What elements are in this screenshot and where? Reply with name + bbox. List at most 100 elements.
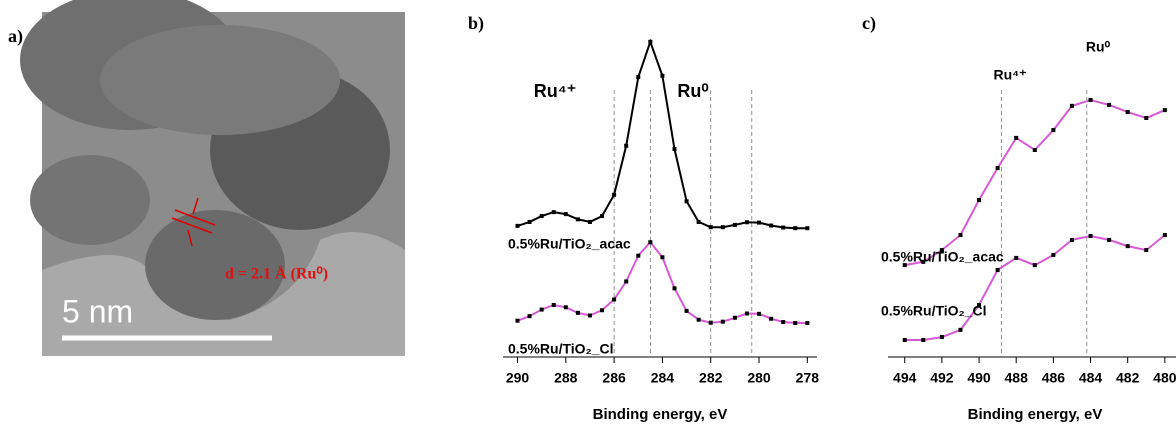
data-point xyxy=(793,226,798,231)
data-point xyxy=(672,286,677,291)
data-point xyxy=(977,303,982,308)
image-particle xyxy=(145,210,285,320)
scale-bar-label: 5 nm xyxy=(62,293,133,329)
data-point xyxy=(757,311,762,316)
series-label: 0.5%Ru/TiO₂_Cl xyxy=(508,341,614,357)
data-point xyxy=(939,248,944,253)
x-tick-label: 288 xyxy=(554,370,578,386)
x-tick-label: 490 xyxy=(967,370,991,386)
data-point xyxy=(1107,237,1112,242)
data-point xyxy=(1088,97,1093,102)
data-point xyxy=(781,320,786,325)
data-point xyxy=(587,313,592,318)
data-point xyxy=(902,337,907,342)
data-point xyxy=(648,240,653,245)
data-point xyxy=(515,223,520,228)
x-tick-label: 492 xyxy=(930,370,954,386)
x-tick-label: 284 xyxy=(651,370,675,386)
data-point xyxy=(1125,244,1130,249)
data-point xyxy=(958,233,963,238)
data-point xyxy=(612,192,617,197)
x-tick-label: 290 xyxy=(506,370,530,386)
spectrum-line xyxy=(517,240,808,324)
data-point xyxy=(624,279,629,284)
image-region xyxy=(100,25,340,135)
data-point xyxy=(1125,110,1130,115)
peak-annotation: Ru⁴⁺ xyxy=(534,81,576,101)
data-point xyxy=(720,225,725,230)
data-point xyxy=(539,307,544,312)
x-tick-label: 280 xyxy=(747,370,771,386)
x-tick-label: 486 xyxy=(1042,370,1066,386)
series-label: 0.5%Ru/TiO₂_acac xyxy=(881,249,1004,265)
lattice-arrow xyxy=(187,229,193,247)
data-point xyxy=(696,317,701,322)
data-point xyxy=(769,223,774,228)
data-point xyxy=(1162,108,1167,113)
data-point xyxy=(563,305,568,310)
data-point xyxy=(921,259,926,264)
x-tick-label: 482 xyxy=(1116,370,1140,386)
data-point xyxy=(805,320,810,325)
data-point xyxy=(902,263,907,268)
spectrum-line xyxy=(517,38,808,230)
data-point xyxy=(732,315,737,320)
data-point xyxy=(1051,128,1056,133)
data-point xyxy=(708,320,713,325)
data-point xyxy=(757,220,762,225)
data-point xyxy=(1088,234,1093,239)
data-point xyxy=(1014,255,1019,260)
data-point xyxy=(995,165,1000,170)
data-point xyxy=(575,310,580,315)
image-region xyxy=(30,155,150,245)
data-point xyxy=(1144,248,1149,253)
data-point xyxy=(1032,148,1037,153)
data-point xyxy=(769,316,774,321)
lattice-mark xyxy=(174,209,216,226)
data-point xyxy=(744,311,749,316)
data-point xyxy=(587,219,592,224)
data-point xyxy=(636,253,641,258)
data-point xyxy=(575,217,580,222)
data-point xyxy=(551,210,556,215)
data-point xyxy=(684,308,689,313)
x-tick-label: 488 xyxy=(1005,370,1029,386)
data-point xyxy=(527,314,532,319)
lattice-mark xyxy=(171,217,213,234)
data-point xyxy=(660,73,665,78)
data-point xyxy=(636,75,641,80)
data-point xyxy=(1162,233,1167,238)
x-axis-label: Binding energy, eV xyxy=(968,406,1103,423)
data-point xyxy=(551,303,556,308)
data-point xyxy=(793,320,798,325)
data-point xyxy=(921,337,926,342)
data-point xyxy=(527,219,532,224)
panel-label: c) xyxy=(862,13,876,34)
x-axis-label: Binding energy, eV xyxy=(593,406,728,423)
data-point xyxy=(612,297,617,302)
data-point xyxy=(624,143,629,148)
data-point xyxy=(939,335,944,340)
panel-label: a) xyxy=(8,26,23,47)
data-point xyxy=(660,255,665,260)
lattice-arrow xyxy=(192,197,199,215)
x-tick-label: 286 xyxy=(602,370,626,386)
data-point xyxy=(720,319,725,324)
data-point xyxy=(1069,237,1074,242)
x-tick-label: 282 xyxy=(699,370,723,386)
data-point xyxy=(600,308,605,313)
data-point xyxy=(1069,103,1074,108)
data-point xyxy=(805,226,810,231)
data-point xyxy=(563,212,568,217)
data-point xyxy=(744,220,749,225)
peak-annotation: Ru⁰ xyxy=(677,81,708,101)
data-point xyxy=(696,219,701,224)
image-substrate xyxy=(42,232,405,356)
panel-label: b) xyxy=(468,13,484,34)
data-point xyxy=(672,147,677,152)
tem-image: 5 nm d = 2.1 Å (Ru⁰) xyxy=(20,0,405,356)
x-tick-label: 484 xyxy=(1079,370,1103,386)
series-label: 0.5%Ru/TiO₂_acac xyxy=(508,236,631,252)
peak-annotation: Ru⁴⁺ xyxy=(994,67,1027,83)
